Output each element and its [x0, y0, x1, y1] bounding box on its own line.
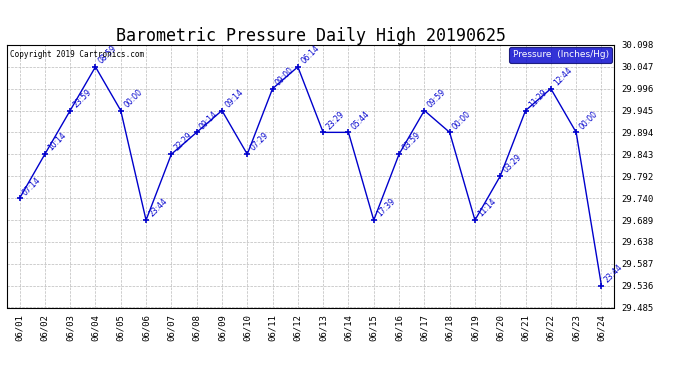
Text: 11:14: 11:14	[476, 197, 498, 219]
Text: 22:29: 22:29	[172, 131, 195, 153]
Legend: Pressure  (Inches/Hg): Pressure (Inches/Hg)	[509, 47, 612, 63]
Text: 07:29: 07:29	[248, 131, 270, 153]
Text: 23:59: 23:59	[72, 87, 93, 109]
Text: 00:00: 00:00	[451, 109, 473, 131]
Text: 23:44: 23:44	[603, 262, 624, 284]
Text: 23:29: 23:29	[324, 109, 346, 131]
Text: 09:14: 09:14	[224, 87, 245, 109]
Text: 12:44: 12:44	[552, 66, 574, 87]
Text: 11:29: 11:29	[527, 87, 549, 109]
Text: 17:39: 17:39	[375, 197, 397, 219]
Text: 03:29: 03:29	[502, 153, 524, 175]
Text: Copyright 2019 Cartronics.com: Copyright 2019 Cartronics.com	[10, 50, 144, 59]
Title: Barometric Pressure Daily High 20190625: Barometric Pressure Daily High 20190625	[115, 27, 506, 45]
Text: 09:00: 09:00	[274, 65, 296, 87]
Text: 07:14: 07:14	[21, 175, 43, 197]
Text: 08:59: 08:59	[97, 44, 119, 66]
Text: 03:59: 03:59	[400, 131, 422, 153]
Text: 10:14: 10:14	[46, 131, 68, 153]
Text: 23:44: 23:44	[148, 197, 169, 219]
Text: 09:14: 09:14	[198, 109, 220, 131]
Text: 00:00: 00:00	[578, 109, 600, 131]
Text: 00:00: 00:00	[122, 87, 144, 109]
Text: 09:59: 09:59	[426, 87, 448, 109]
Text: 05:44: 05:44	[350, 109, 372, 131]
Text: 06:14: 06:14	[299, 44, 321, 66]
